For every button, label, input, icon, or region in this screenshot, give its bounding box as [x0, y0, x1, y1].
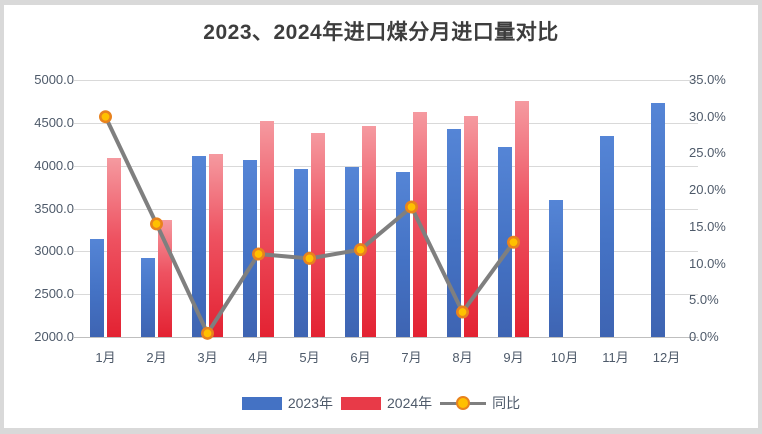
- right-axis-tick-label: 0.0%: [689, 329, 719, 344]
- bar-2024: [515, 100, 529, 337]
- gridline: [74, 122, 698, 124]
- bar-2024: [311, 132, 325, 337]
- bar-2023: [600, 135, 614, 337]
- bar-2023: [192, 155, 206, 337]
- right-axis-tick-label: 20.0%: [689, 182, 726, 198]
- right-axis-tick-label: 35.0%: [689, 72, 726, 87]
- left-axis-tick-label: 4000.0: [34, 157, 74, 173]
- bar-2023: [345, 166, 359, 337]
- bar-2023: [549, 200, 563, 337]
- x-axis-label: 5月: [299, 350, 320, 365]
- bar-2023: [447, 128, 461, 337]
- bar-2024: [158, 219, 172, 337]
- x-axis-line: [74, 337, 698, 338]
- x-axis-label: 7月: [401, 350, 422, 365]
- legend-swatch-2023-icon: [241, 396, 282, 410]
- right-axis-tick-label: 5.0%: [689, 292, 719, 308]
- bar-2024: [362, 126, 376, 337]
- bar-2024: [464, 115, 478, 337]
- left-axis-tick-label: 3500.0: [34, 200, 74, 216]
- bar-2024: [260, 120, 274, 337]
- left-axis-tick-label: 2500.0: [34, 286, 74, 302]
- legend: 2023年 2024年 同比: [0, 392, 762, 414]
- legend-swatch-2024-icon: [341, 396, 381, 410]
- legend-label-2023: 2023年: [287, 395, 333, 411]
- right-axis-tick-label: 15.0%: [689, 218, 726, 234]
- bar-2023: [498, 147, 512, 337]
- left-axis-tick-label: 2000.0: [34, 329, 74, 344]
- x-axis-label: 4月: [248, 350, 269, 365]
- legend-item-2023: 2023年: [241, 393, 333, 413]
- legend-item-2024: 2024年: [341, 393, 432, 413]
- bar-2024: [413, 112, 427, 337]
- x-axis-label: 11月: [602, 350, 629, 365]
- left-axis-tick-label: 5000.0: [34, 72, 74, 87]
- gridline: [74, 80, 698, 81]
- x-axis-label: 1月: [95, 350, 116, 365]
- bar-2023: [243, 159, 257, 337]
- right-axis-tick-label: 25.0%: [689, 145, 726, 161]
- right-axis-tick-label: 10.0%: [689, 255, 726, 271]
- x-axis-label: 8月: [452, 350, 473, 365]
- bar-2023: [294, 169, 308, 337]
- chart-title: 2023、2024年进口煤分月进口量对比: [203, 21, 559, 44]
- legend-line-marker-icon: [440, 395, 487, 410]
- left-axis-tick-label: 4500.0: [34, 114, 74, 130]
- x-axis-label: 10月: [550, 350, 579, 365]
- bar-2024: [107, 158, 121, 337]
- legend-label-2024: 2024年: [387, 395, 433, 411]
- bar-2023: [651, 103, 665, 337]
- legend-item-yoy: 同比: [440, 393, 520, 413]
- bar-2024: [209, 153, 223, 337]
- bar-2023: [396, 172, 410, 337]
- left-axis-tick-label: 3000.0: [34, 243, 74, 259]
- x-axis-label: 12月: [652, 350, 681, 365]
- x-axis-label: 2月: [146, 350, 167, 365]
- bar-2023: [90, 238, 104, 337]
- legend-label-yoy: 同比: [492, 395, 521, 411]
- x-axis-label: 6月: [350, 350, 371, 365]
- x-axis-label: 3月: [197, 350, 218, 365]
- bar-2023: [141, 258, 155, 337]
- x-axis-label: 9月: [503, 350, 524, 365]
- right-axis-tick-label: 30.0%: [689, 108, 726, 124]
